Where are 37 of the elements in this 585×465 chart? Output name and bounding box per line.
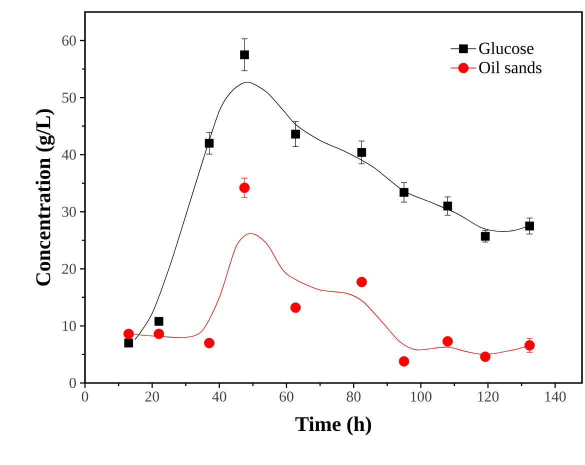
point — [480, 352, 490, 362]
x-tick-label: 80 — [346, 392, 361, 402]
legend-label: Oil sands — [479, 61, 542, 74]
point — [356, 276, 367, 288]
y-tick-label: 60 — [62, 35, 76, 46]
point — [154, 328, 164, 340]
x-tick-label: 40 — [212, 392, 226, 402]
legend-label: Glucose — [479, 42, 534, 54]
point — [357, 148, 366, 157]
x-tick-label: 20 — [145, 392, 160, 402]
x-tick-label: 140 — [545, 392, 566, 402]
point — [442, 336, 453, 347]
point — [291, 130, 300, 139]
y-tick-label: 0 — [70, 378, 76, 388]
x-tick-label: 60 — [280, 392, 294, 402]
point — [204, 338, 214, 348]
point — [154, 316, 164, 326]
y-tick-label: 10 — [62, 320, 76, 331]
x-tick-label: 0 — [82, 392, 88, 402]
point — [290, 302, 301, 313]
y-tick-label: 20 — [62, 264, 76, 274]
x-axis-title: Time (h) — [295, 416, 372, 436]
y-tick-label: 30 — [62, 206, 76, 217]
point — [123, 328, 134, 340]
point — [240, 50, 249, 60]
point — [398, 356, 410, 367]
x-tick-label: 120 — [478, 392, 499, 402]
point — [400, 188, 408, 197]
point — [124, 338, 134, 348]
point — [443, 202, 452, 210]
point — [239, 182, 250, 193]
point — [525, 222, 534, 230]
x-tick-label: 100 — [410, 392, 432, 402]
y-tick-label: 50 — [62, 92, 76, 103]
point — [204, 138, 214, 148]
y-tick-label: 40 — [62, 150, 76, 160]
y-axis-title: Concentration (g/L) — [36, 109, 55, 286]
